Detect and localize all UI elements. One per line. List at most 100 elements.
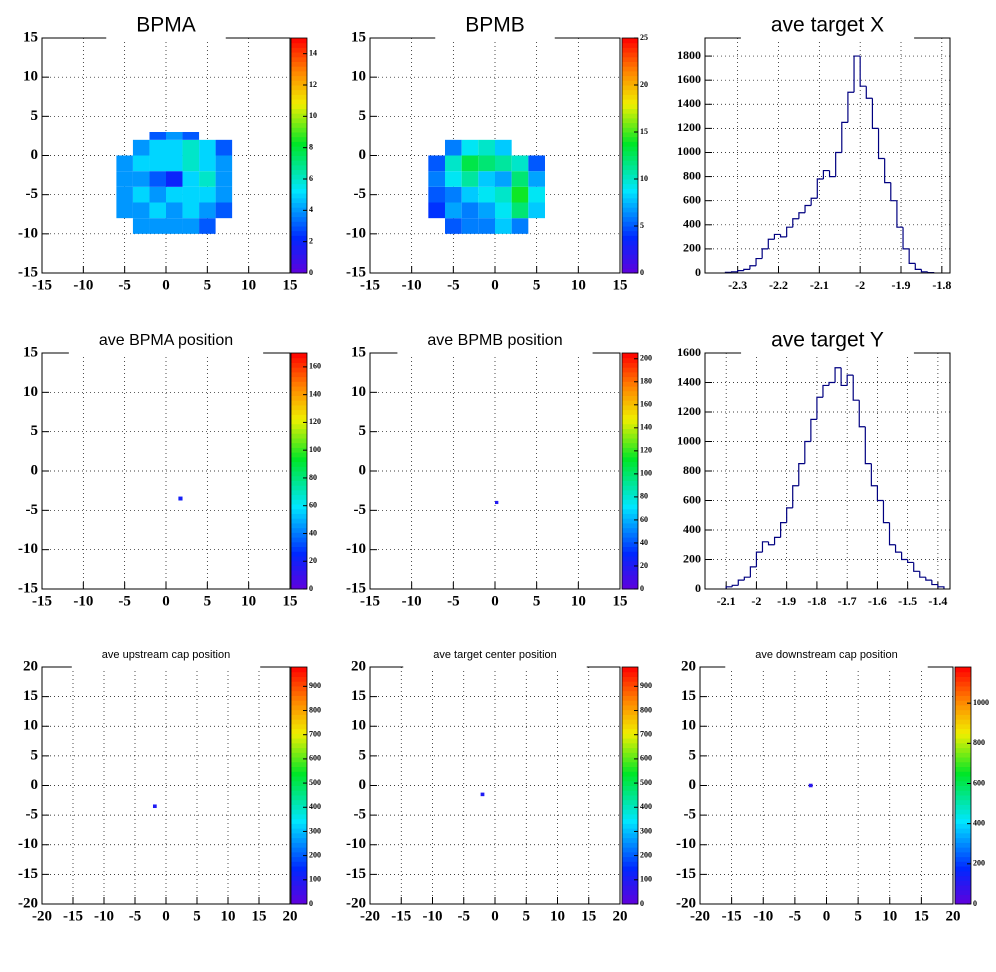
x-tick-label: -2.3 xyxy=(728,278,747,292)
heatmap-cell xyxy=(511,171,529,187)
colorbar-band xyxy=(291,268,307,274)
colorbar-label: 600 xyxy=(309,754,321,763)
colorbar-band xyxy=(622,761,638,768)
colorbar-band xyxy=(622,485,638,491)
colorbar-band xyxy=(291,704,307,711)
heatmap-cell xyxy=(495,218,512,234)
histogram-bin xyxy=(908,248,916,264)
y-tick-label: 20 xyxy=(681,658,696,674)
x-tick-label: -10 xyxy=(753,908,773,924)
colorbar-label: 0 xyxy=(309,899,313,908)
y-tick-label: 5 xyxy=(31,747,39,763)
colorbar-band xyxy=(291,574,307,581)
panel: -20 -15 -10 -5 0 5 10 15 20-20-15-10-50510152001… xyxy=(346,649,652,925)
colorbar-band xyxy=(622,127,638,133)
colorbar-band xyxy=(291,150,307,156)
colorbar-label: 800 xyxy=(640,705,652,714)
colorbar-band xyxy=(955,809,971,815)
histogram-bin xyxy=(834,367,842,383)
heatmap-cell xyxy=(495,500,499,505)
y-tick-label: 15 xyxy=(351,344,366,360)
colorbar-band xyxy=(622,480,638,486)
colorbar-label: 400 xyxy=(309,802,321,811)
colorbar-label: 900 xyxy=(640,681,652,690)
y-tick-label: 10 xyxy=(23,718,38,734)
colorbar-band xyxy=(955,681,971,687)
heatmap-cell xyxy=(182,218,200,234)
colorbar-band xyxy=(955,709,971,715)
colorbar-band xyxy=(622,230,638,236)
colorbar-band xyxy=(955,875,971,881)
colorbar-band xyxy=(622,889,638,896)
panel: -20 -15 -10 -5 0 5 10 15 20-20-15-10-50510152002… xyxy=(676,649,989,925)
colorbar-band xyxy=(622,695,638,701)
heatmap-cell xyxy=(199,171,216,187)
heatmap-cell xyxy=(132,218,150,234)
y-tick-label: 1400 xyxy=(677,374,701,388)
colorbar-label: 100 xyxy=(309,875,321,884)
y-tick-label: -5 xyxy=(684,807,697,823)
histogram-bin xyxy=(761,248,769,259)
heatmap-cell xyxy=(528,202,545,219)
histogram-bin xyxy=(816,178,824,199)
colorbar-band xyxy=(291,537,307,543)
colorbar-band xyxy=(622,875,638,881)
y-tick-label: -10 xyxy=(346,541,366,557)
histogram-bin xyxy=(786,507,793,523)
histogram-bin xyxy=(852,375,860,401)
y-tick-label: 0 xyxy=(31,777,39,793)
colorbar-band xyxy=(291,207,307,213)
colorbar-band xyxy=(622,685,638,692)
colorbar-band xyxy=(291,56,307,62)
colorbar-label: 20 xyxy=(640,561,648,570)
y-tick-label: 5 xyxy=(689,747,697,763)
panel: -20 -15 -10 -5 0 5 10 15 20-20-15-10-50510152001… xyxy=(18,649,321,925)
x-tick-label: 5 xyxy=(204,277,212,293)
colorbar-band xyxy=(291,570,307,576)
x-tick-label: -2.2 xyxy=(769,278,788,292)
histogram-bin xyxy=(890,182,897,202)
y-tick-label: 10 xyxy=(351,718,366,734)
colorbar-band xyxy=(955,794,971,801)
colorbar-band xyxy=(955,738,971,744)
colorbar-band xyxy=(622,752,638,758)
colorbar-band xyxy=(291,188,307,194)
colorbar-band xyxy=(622,527,638,533)
colorbar-band xyxy=(955,899,971,905)
colorbar-band xyxy=(622,866,638,872)
y-tick-label: 15 xyxy=(351,29,366,45)
x-tick-label: 5 xyxy=(523,908,531,924)
heatmap-cell xyxy=(149,132,166,140)
y-tick-label: -15 xyxy=(346,866,366,882)
heatmap-cell xyxy=(511,218,529,234)
colorbar-band xyxy=(291,733,307,739)
y-tick-label: 0 xyxy=(31,147,39,163)
y-tick-label: -15 xyxy=(18,264,38,280)
colorbar-band xyxy=(955,733,971,739)
x-tick-label: -20 xyxy=(690,908,710,924)
colorbar-band xyxy=(622,813,638,820)
colorbar-band xyxy=(291,499,307,505)
x-tick-label: -1.5 xyxy=(898,594,917,608)
colorbar-band xyxy=(291,776,307,782)
histogram-bin xyxy=(902,227,910,250)
heatmap-cell xyxy=(428,186,445,203)
x-tick-label: 20 xyxy=(283,908,298,924)
y-tick-label: -15 xyxy=(676,866,696,882)
panel-title: BPMB xyxy=(465,14,525,37)
y-tick-label: 10 xyxy=(23,69,38,85)
x-tick-label: -10 xyxy=(73,593,93,609)
x-tick-label: 0 xyxy=(491,908,499,924)
colorbar-band xyxy=(291,818,307,824)
colorbar-band xyxy=(622,442,638,448)
histogram-bin xyxy=(767,238,775,249)
histogram-bin xyxy=(779,234,787,238)
heatmap-cell xyxy=(428,155,445,172)
colorbar-band xyxy=(955,856,971,862)
x-tick-label: -15 xyxy=(32,593,52,609)
colorbar-label: 200 xyxy=(640,354,652,363)
colorbar-band xyxy=(291,837,307,843)
colorbar-band xyxy=(291,866,307,872)
colorbar-band xyxy=(622,216,638,222)
heatmap-cell xyxy=(428,171,445,187)
